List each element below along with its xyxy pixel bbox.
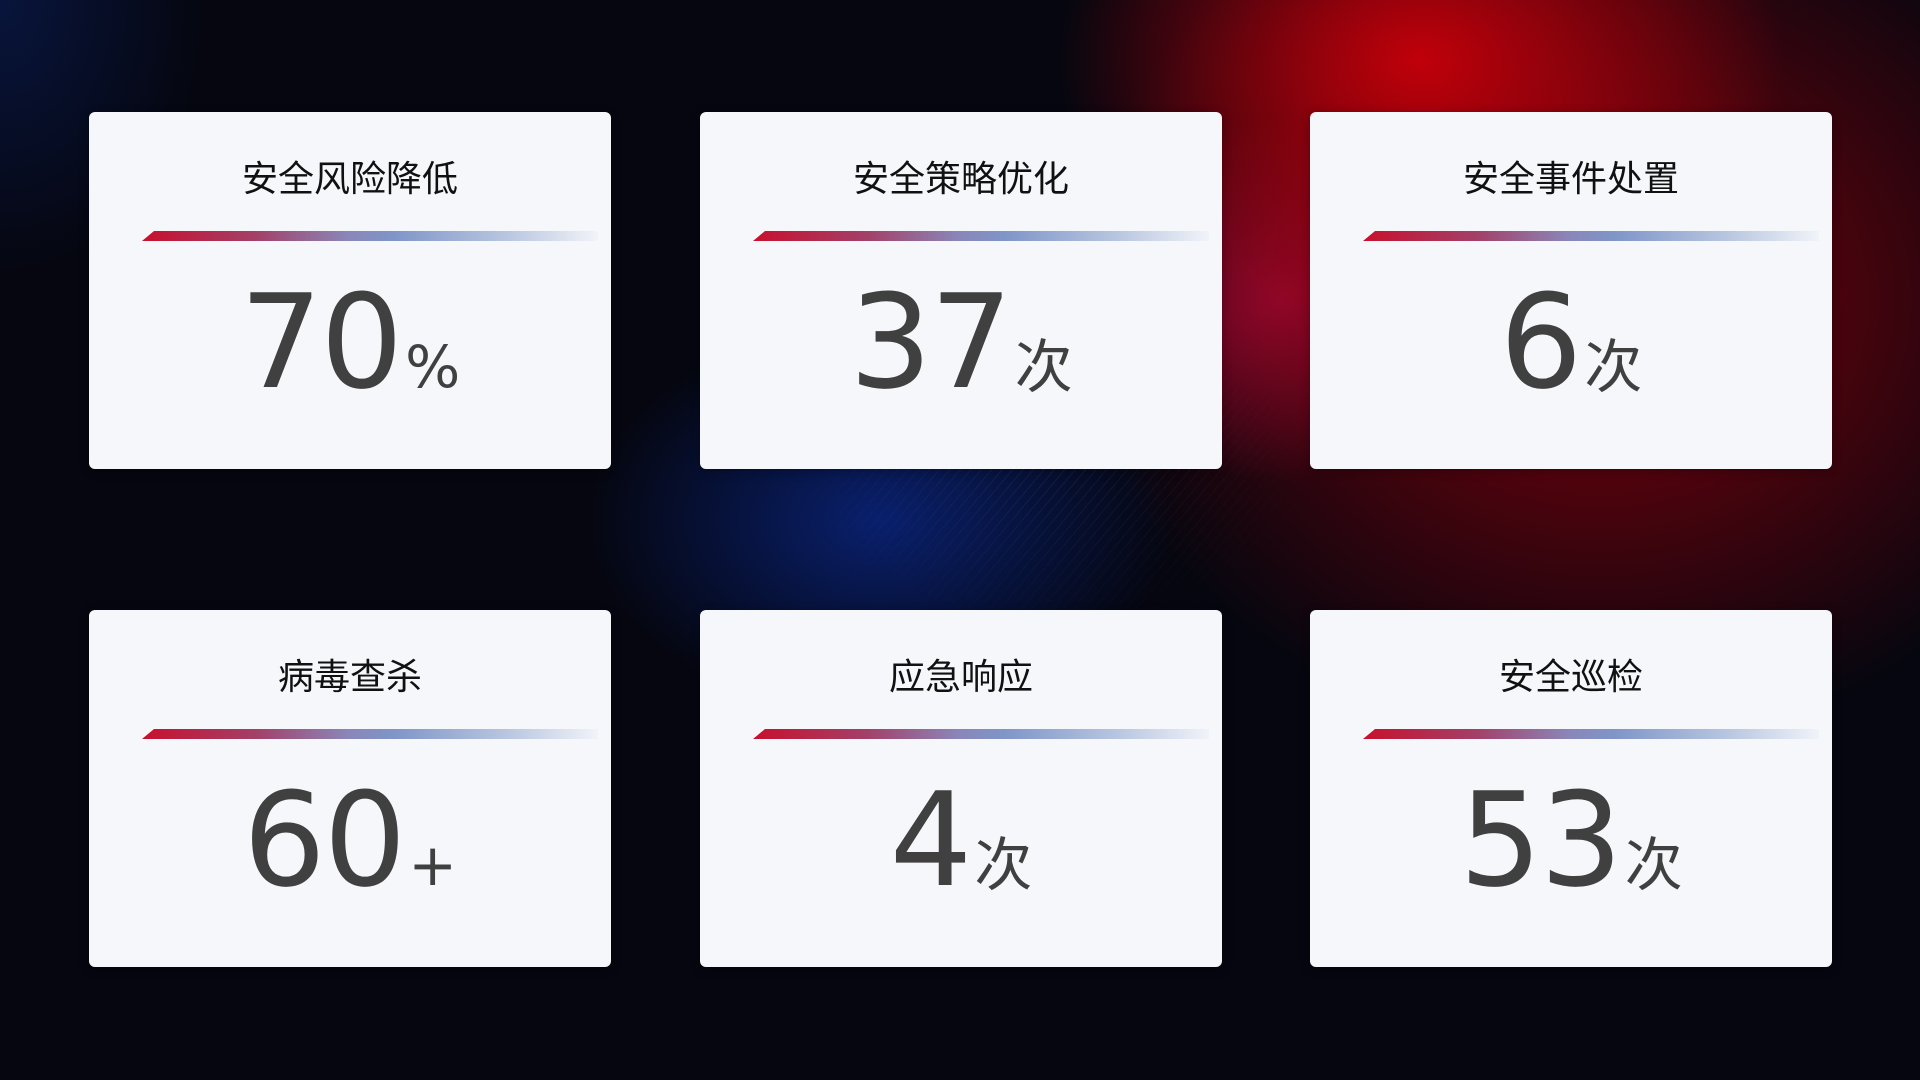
gradient-divider [142, 729, 598, 739]
card-title: 安全风险降低 [241, 159, 458, 200]
card-value: 70% [89, 277, 611, 407]
value-number: 53 [1459, 764, 1622, 916]
stat-card-emergency-response: 应急响应 4次 [700, 610, 1222, 967]
gradient-divider [753, 729, 1209, 739]
card-title: 安全巡检 [1498, 657, 1643, 698]
value-number: 6 [1499, 266, 1583, 418]
stat-card-virus-removal: 病毒查杀 60+ [89, 610, 611, 967]
card-value: 6次 [1310, 277, 1832, 407]
card-title: 应急响应 [888, 657, 1033, 698]
card-title: 安全策略优化 [852, 159, 1069, 200]
card-value: 4次 [700, 775, 1222, 905]
card-value: 60+ [89, 775, 611, 905]
value-number: 4 [889, 764, 973, 916]
stat-card-policy-optimization: 安全策略优化 37次 [700, 112, 1222, 469]
card-title: 安全事件处置 [1462, 159, 1679, 200]
gradient-divider [753, 231, 1209, 241]
gradient-divider [1363, 729, 1819, 739]
gradient-divider [142, 231, 598, 241]
value-unit: 次 [1014, 333, 1073, 401]
card-value: 37次 [700, 277, 1222, 407]
stat-card-risk-reduction: 安全风险降低 70% [89, 112, 611, 469]
value-number: 60 [242, 764, 406, 916]
value-unit: 次 [1584, 333, 1643, 401]
gradient-divider [1363, 231, 1819, 241]
value-unit: % [405, 333, 461, 401]
stat-card-incident-handling: 安全事件处置 6次 [1310, 112, 1832, 469]
value-unit: 次 [974, 831, 1033, 899]
value-number: 37 [849, 266, 1012, 418]
value-unit: + [408, 831, 458, 899]
value-unit: 次 [1624, 831, 1683, 899]
value-number: 70 [239, 266, 403, 418]
card-value: 53次 [1310, 775, 1832, 905]
stat-card-security-inspection: 安全巡检 53次 [1310, 610, 1832, 967]
card-title: 病毒查杀 [277, 657, 422, 698]
